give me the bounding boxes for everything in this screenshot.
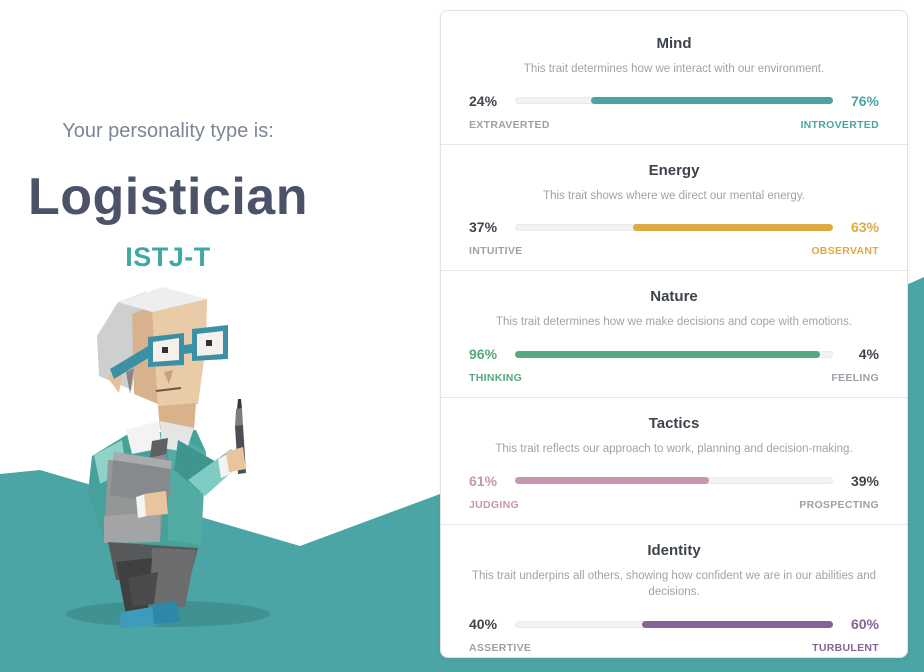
trait-right-percent: 76% [850, 92, 879, 109]
trait-section: Nature This trait determines how we make… [441, 270, 907, 397]
trait-bar-fill [591, 97, 833, 105]
trait-labels-row: JUDGING PROSPECTING [469, 499, 879, 511]
trait-right-percent: 4% [858, 346, 879, 363]
trait-title: Energy [648, 161, 700, 179]
trait-bar-fill [515, 350, 821, 358]
trait-title: Identity [647, 541, 701, 559]
trait-section: Mind This trait determines how we intera… [441, 11, 907, 144]
traits-card: Mind This trait determines how we intera… [440, 10, 908, 658]
trait-left-label: ASSERTIVE [469, 642, 532, 655]
trait-bar-fill [632, 223, 833, 231]
traits-list: Mind This trait determines how we intera… [441, 11, 907, 657]
trait-left-label: INTUITIVE [469, 245, 523, 258]
trait-right-percent: 63% [850, 219, 879, 236]
trait-right-label: INTROVERTED [800, 118, 879, 131]
trait-right-label: FEELING [831, 372, 879, 385]
trait-labels-row: INTUITIVE OBSERVANT [469, 245, 879, 257]
trait-right-label: OBSERVANT [811, 245, 879, 258]
trait-bar-track [515, 477, 833, 485]
trait-labels-row: ASSERTIVE TURBULENT [469, 642, 879, 654]
hero-block: Your personality type is: Logistician IS… [0, 120, 336, 273]
trait-bar-row: 96% 4% [469, 346, 879, 362]
intro-text: Your personality type is: [62, 120, 274, 142]
trait-labels-row: THINKING FEELING [469, 372, 879, 384]
trait-title: Nature [650, 288, 698, 306]
trait-left-percent: 61% [469, 472, 498, 489]
logistician-character-illustration [66, 287, 270, 628]
trait-bar-fill [642, 620, 833, 628]
trait-bar-track [515, 620, 833, 628]
trait-title: Tactics [648, 415, 700, 433]
trait-left-label: EXTRAVERTED [469, 118, 550, 131]
trait-description: This trait determines how we interact wi… [523, 63, 825, 75]
trait-bar-row: 24% 76% [469, 93, 879, 109]
trait-section: Identity This trait underpins all others… [441, 523, 907, 657]
trait-left-percent: 37% [469, 219, 498, 236]
glasses-icon [110, 325, 228, 379]
trait-bar-row: 37% 63% [469, 219, 879, 235]
trait-description: This trait underpins all others, showing… [472, 569, 876, 599]
trait-left-percent: 24% [469, 92, 498, 109]
trait-left-label: JUDGING [469, 498, 519, 511]
trait-bar-fill [515, 477, 709, 485]
trait-bar-track [515, 97, 833, 105]
trait-bar-track [515, 223, 833, 231]
trait-right-percent: 60% [850, 616, 879, 633]
trait-description: This trait shows where we direct our men… [543, 189, 805, 202]
trait-bar-row: 40% 60% [469, 616, 879, 632]
trait-section: Tactics This trait reflects our approach… [441, 397, 907, 524]
trait-right-label: TURBULENT [812, 642, 879, 655]
trait-left-percent: 40% [469, 616, 498, 633]
trait-labels-row: EXTRAVERTED INTROVERTED [469, 119, 879, 131]
trait-bar-row: 61% 39% [469, 473, 879, 489]
trait-bar-track [515, 350, 833, 358]
personality-type-name: Logistician [28, 168, 308, 226]
trait-right-label: PROSPECTING [799, 498, 879, 511]
trait-left-percent: 96% [469, 346, 498, 363]
trait-right-percent: 39% [850, 472, 879, 489]
trait-description: This trait reflects our approach to work… [495, 443, 853, 456]
trait-section: Energy This trait shows where we direct … [441, 143, 907, 271]
personality-type-code: ISTJ-T [125, 242, 211, 272]
trait-title: Mind [656, 35, 692, 52]
trait-left-label: THINKING [469, 372, 523, 385]
trait-description: This trait determines how we make decisi… [495, 316, 853, 329]
